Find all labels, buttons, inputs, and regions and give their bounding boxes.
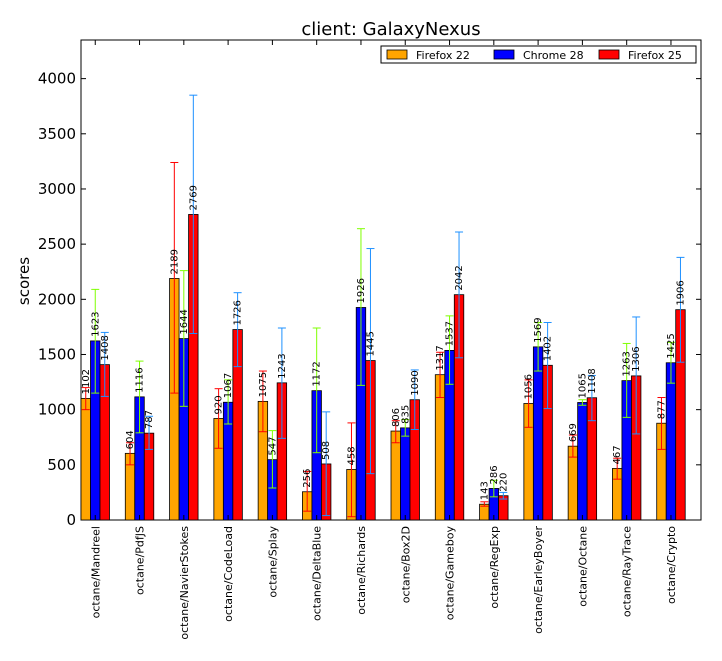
- chart-title: client: GalaxyNexus: [301, 19, 480, 40]
- y-tick-label: 500: [47, 456, 76, 474]
- data-label: 1075: [258, 372, 269, 397]
- y-tick-label: 1000: [38, 401, 76, 419]
- data-label: 2189: [169, 249, 180, 274]
- x-tick-label: octane/NavierStokes: [178, 526, 191, 640]
- data-label: 1306: [631, 346, 642, 371]
- data-label: 787: [144, 410, 155, 429]
- data-label: 1067: [223, 373, 234, 398]
- plot-area: 0 500 1000 1500 2000 2500 3000 3500 4000 1102 1623…: [38, 39, 702, 640]
- y-tick-label: 2500: [38, 235, 76, 253]
- legend-label: Chrome 28: [523, 49, 584, 62]
- bar-chrome-28: [665, 362, 677, 521]
- y-tick-label: 3000: [38, 180, 76, 198]
- legend-swatch: [493, 49, 515, 60]
- bar-chrome-28: [400, 427, 411, 521]
- data-label: 547: [267, 437, 278, 456]
- data-label: 143: [479, 481, 490, 500]
- y-tick-label: 4000: [38, 70, 76, 88]
- x-tick-label: octane/Gameboy: [444, 526, 457, 621]
- x-tick-label: octane/RegExp: [488, 526, 501, 609]
- data-label: 467: [612, 445, 623, 464]
- data-label: 1402: [543, 336, 554, 361]
- data-label: 1726: [233, 300, 244, 325]
- data-label: 1926: [356, 278, 367, 303]
- legend-label: Firefox 22: [416, 49, 470, 62]
- data-label: 286: [489, 465, 500, 484]
- data-label: 1537: [445, 321, 456, 346]
- y-tick-label: 0: [66, 511, 76, 529]
- data-label: 220: [498, 473, 509, 492]
- x-tick-label: octane/DeltaBlue: [311, 526, 324, 621]
- data-label: 458: [346, 446, 357, 465]
- data-label: 1445: [365, 331, 376, 356]
- x-tick-label: octane/CodeLoad: [222, 526, 235, 622]
- data-label: 806: [391, 408, 402, 427]
- legend-label: Firefox 25: [628, 49, 682, 62]
- x-tick-label: octane/Richards: [355, 526, 368, 615]
- data-label: 1263: [622, 351, 633, 376]
- x-tick-label: octane/EarleyBoyer: [532, 526, 545, 634]
- data-label: 1116: [135, 367, 146, 392]
- x-tick-label: octane/Splay: [266, 526, 279, 598]
- data-label: 669: [568, 423, 579, 442]
- x-tick-label: octane/RayTrace: [621, 526, 634, 617]
- data-label: 256: [302, 469, 313, 488]
- data-label: 1569: [533, 317, 544, 342]
- x-tick-label: octane/Mandreel: [89, 526, 102, 618]
- bar-chrome-28: [577, 402, 588, 521]
- data-label: 508: [321, 441, 332, 460]
- data-label: 1644: [179, 309, 190, 334]
- bar-chrome-28: [532, 346, 544, 521]
- y-axis-label: scores: [15, 257, 33, 305]
- x-tick-label: octane/Box2D: [399, 526, 412, 603]
- legend: Firefox 22 Chrome 28 Firefox 25: [380, 45, 697, 64]
- data-label: 1243: [277, 353, 288, 378]
- y-tick-label: 3500: [38, 125, 76, 143]
- x-tick-label: octane/Octane: [576, 526, 589, 607]
- data-label: 1108: [587, 368, 598, 393]
- data-label: 1623: [90, 311, 101, 336]
- data-label: 604: [125, 430, 136, 449]
- data-label: 1408: [100, 335, 111, 360]
- data-label: 1056: [524, 374, 535, 399]
- data-label: 1102: [81, 369, 92, 394]
- legend-swatch: [598, 49, 620, 60]
- bar-firefox-22: [80, 397, 91, 521]
- data-label: 2042: [454, 265, 465, 290]
- y-tick-label: 1500: [38, 345, 76, 363]
- bar-firefox-22: [390, 430, 401, 521]
- x-tick-label: octane/PdfJS: [134, 526, 147, 595]
- legend-swatch: [386, 49, 408, 60]
- data-label: 1172: [312, 361, 323, 386]
- x-tick-label: octane/Crypto: [665, 526, 678, 604]
- y-tick-label: 2000: [38, 290, 76, 308]
- data-label: 1425: [666, 333, 677, 358]
- data-label: 2769: [188, 185, 199, 210]
- data-label: 835: [400, 405, 411, 424]
- data-label: 1090: [410, 370, 421, 395]
- data-label: 1065: [577, 373, 588, 398]
- data-label: 1906: [675, 280, 686, 305]
- data-label: 877: [656, 400, 667, 419]
- data-label: 1317: [435, 345, 446, 370]
- data-label: 920: [214, 395, 225, 414]
